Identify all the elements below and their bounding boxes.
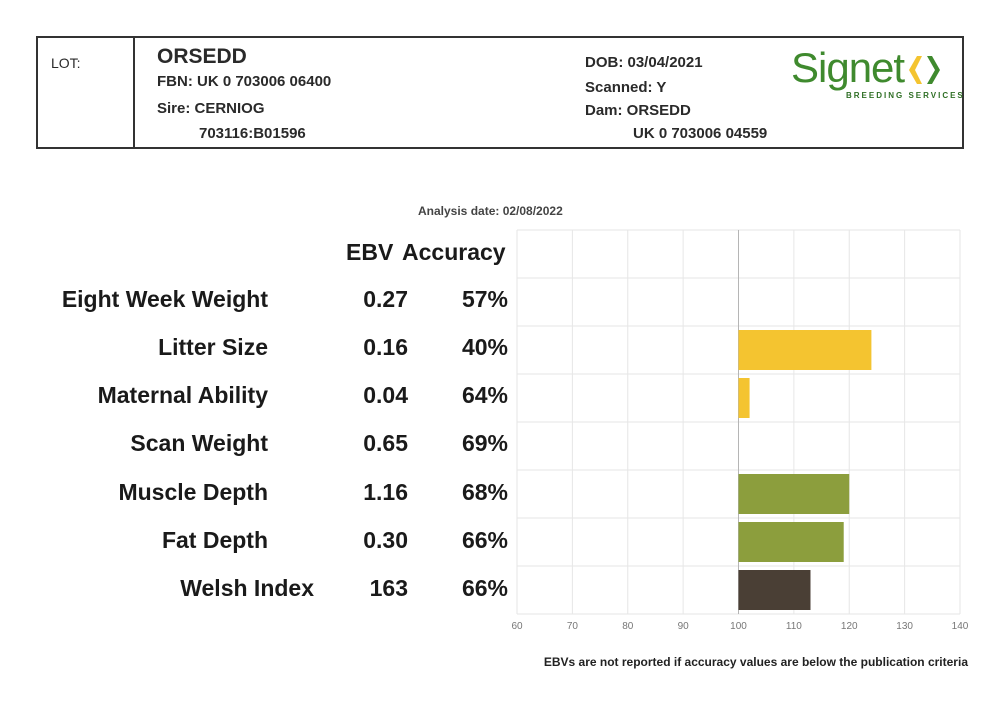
accuracy-value: 40% xyxy=(461,334,508,360)
ebv-bar-chart: 60 70 80 90 100 110 120 130 140 xyxy=(511,229,969,632)
trait-label: Muscle Depth xyxy=(118,479,268,505)
animal-header: LOT: ORSEDD FBN: UK 0 703006 06400 Sire:… xyxy=(36,36,964,149)
accuracy-value: 66% xyxy=(461,527,508,553)
bar-maternal-ability xyxy=(738,378,750,418)
fbn-number: FBN: UK 0 703006 06400 xyxy=(157,73,332,90)
bar-fat-depth xyxy=(738,522,844,562)
ebv-value: 0.16 xyxy=(363,334,408,360)
ebv-value: 0.27 xyxy=(363,286,408,312)
x-tick-label: 70 xyxy=(567,621,579,632)
analysis-date: Analysis date: 02/08/2022 xyxy=(418,204,563,218)
logo-chevron-icon xyxy=(909,56,940,84)
accuracy-column-header: Accuracy xyxy=(402,239,506,265)
ebv-value: 0.04 xyxy=(363,382,408,408)
x-tick-label: 140 xyxy=(952,621,969,632)
trait-label: Welsh Index xyxy=(180,575,314,601)
trait-label: Scan Weight xyxy=(130,430,268,456)
animal-name: ORSEDD xyxy=(157,45,247,68)
accuracy-value: 66% xyxy=(461,575,508,601)
dam-name: Dam: ORSEDD xyxy=(585,102,691,119)
bar-litter-size xyxy=(738,330,872,370)
accuracy-value: 69% xyxy=(461,430,508,456)
logo-subtitle: BREEDING SERVICES xyxy=(846,91,965,100)
x-tick-label: 130 xyxy=(896,621,913,632)
lot-label: LOT: xyxy=(51,55,81,71)
ebv-value: 163 xyxy=(369,575,408,601)
x-tick-label: 110 xyxy=(786,621,802,632)
bar-muscle-depth xyxy=(738,474,850,514)
trait-label: Fat Depth xyxy=(161,527,268,553)
scanned-status: Scanned: Y xyxy=(585,79,667,96)
signet-logo: Signet BREEDING SERVICES xyxy=(791,44,963,104)
accuracy-value: 68% xyxy=(461,479,508,505)
date-of-birth: DOB: 03/04/2021 xyxy=(585,54,703,71)
logo-wordmark: Signet xyxy=(791,44,905,91)
ebv-value: 0.65 xyxy=(363,430,408,456)
accuracy-value: 64% xyxy=(461,382,508,408)
sire-id: 703116:B01596 xyxy=(199,125,306,142)
x-tick-label: 80 xyxy=(622,621,634,632)
x-tick-label: 90 xyxy=(678,621,690,632)
x-tick-label: 120 xyxy=(841,621,858,632)
ebv-column-header: EBV xyxy=(346,239,394,265)
trait-label: Eight Week Weight xyxy=(61,286,268,312)
header-divider xyxy=(133,38,135,147)
sire-name: Sire: CERNIOG xyxy=(157,100,265,117)
footnote: EBVs are not reported if accuracy values… xyxy=(543,655,968,669)
trait-label: Maternal Ability xyxy=(97,382,268,408)
x-tick-label: 60 xyxy=(511,621,523,632)
trait-label: Litter Size xyxy=(158,334,268,360)
accuracy-value: 57% xyxy=(461,286,508,312)
ebv-value: 0.30 xyxy=(363,527,408,553)
bar-welsh-index xyxy=(738,570,811,610)
dam-id: UK 0 703006 04559 xyxy=(633,125,768,142)
ebv-value: 1.16 xyxy=(363,479,408,505)
x-tick-label: 100 xyxy=(730,621,747,632)
